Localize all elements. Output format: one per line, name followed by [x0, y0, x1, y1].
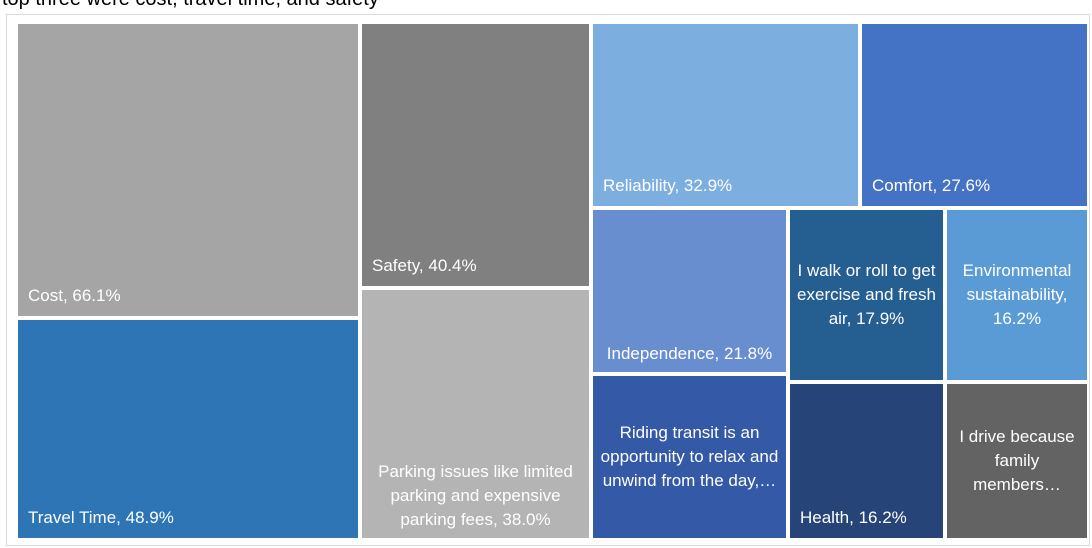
cell-label: I walk or roll to get exercise and fresh… [797, 261, 936, 328]
treemap-cell: Health, 16.2% [790, 384, 943, 538]
cell-label: Health, 16.2% [800, 508, 907, 527]
cell-label: Parking issues like limited parking and … [378, 462, 573, 529]
treemap-cell: Travel Time, 48.9% [18, 320, 358, 538]
cell-label: I drive because family members… [959, 427, 1075, 494]
cell-label: Environmental sustainability, 16.2% [962, 261, 1072, 328]
treemap-cell: I walk or roll to get exercise and fresh… [790, 210, 943, 380]
treemap-cell: I drive because family members… [947, 384, 1087, 538]
cell-label: Riding transit is an opportunity to rela… [600, 423, 779, 490]
treemap-cell: Reliability, 32.9% [593, 24, 858, 206]
treemap-cell: Safety, 40.4% [362, 24, 589, 286]
cell-label: Independence, 21.8% [606, 344, 773, 363]
chart-frame [6, 14, 1090, 546]
treemap-cell: Environmental sustainability, 16.2% [947, 210, 1087, 380]
cell-label: Safety, 40.4% [372, 256, 477, 275]
cell-label: Travel Time, 48.9% [28, 508, 174, 527]
caption: top three were cost, travel time, and sa… [2, 0, 379, 11]
treemap-cell: Independence, 21.8% [593, 210, 786, 372]
treemap-cell: Comfort, 27.6% [862, 24, 1087, 206]
cell-label: Comfort, 27.6% [872, 176, 991, 195]
treemap-cell: Cost, 66.1% [18, 24, 358, 316]
treemap-cell: Riding transit is an opportunity to rela… [593, 376, 786, 538]
treemap-cell: Parking issues like limited parking and … [362, 290, 589, 538]
cell-label: Reliability, 32.9% [603, 176, 733, 195]
cell-label: Cost, 66.1% [28, 286, 121, 305]
